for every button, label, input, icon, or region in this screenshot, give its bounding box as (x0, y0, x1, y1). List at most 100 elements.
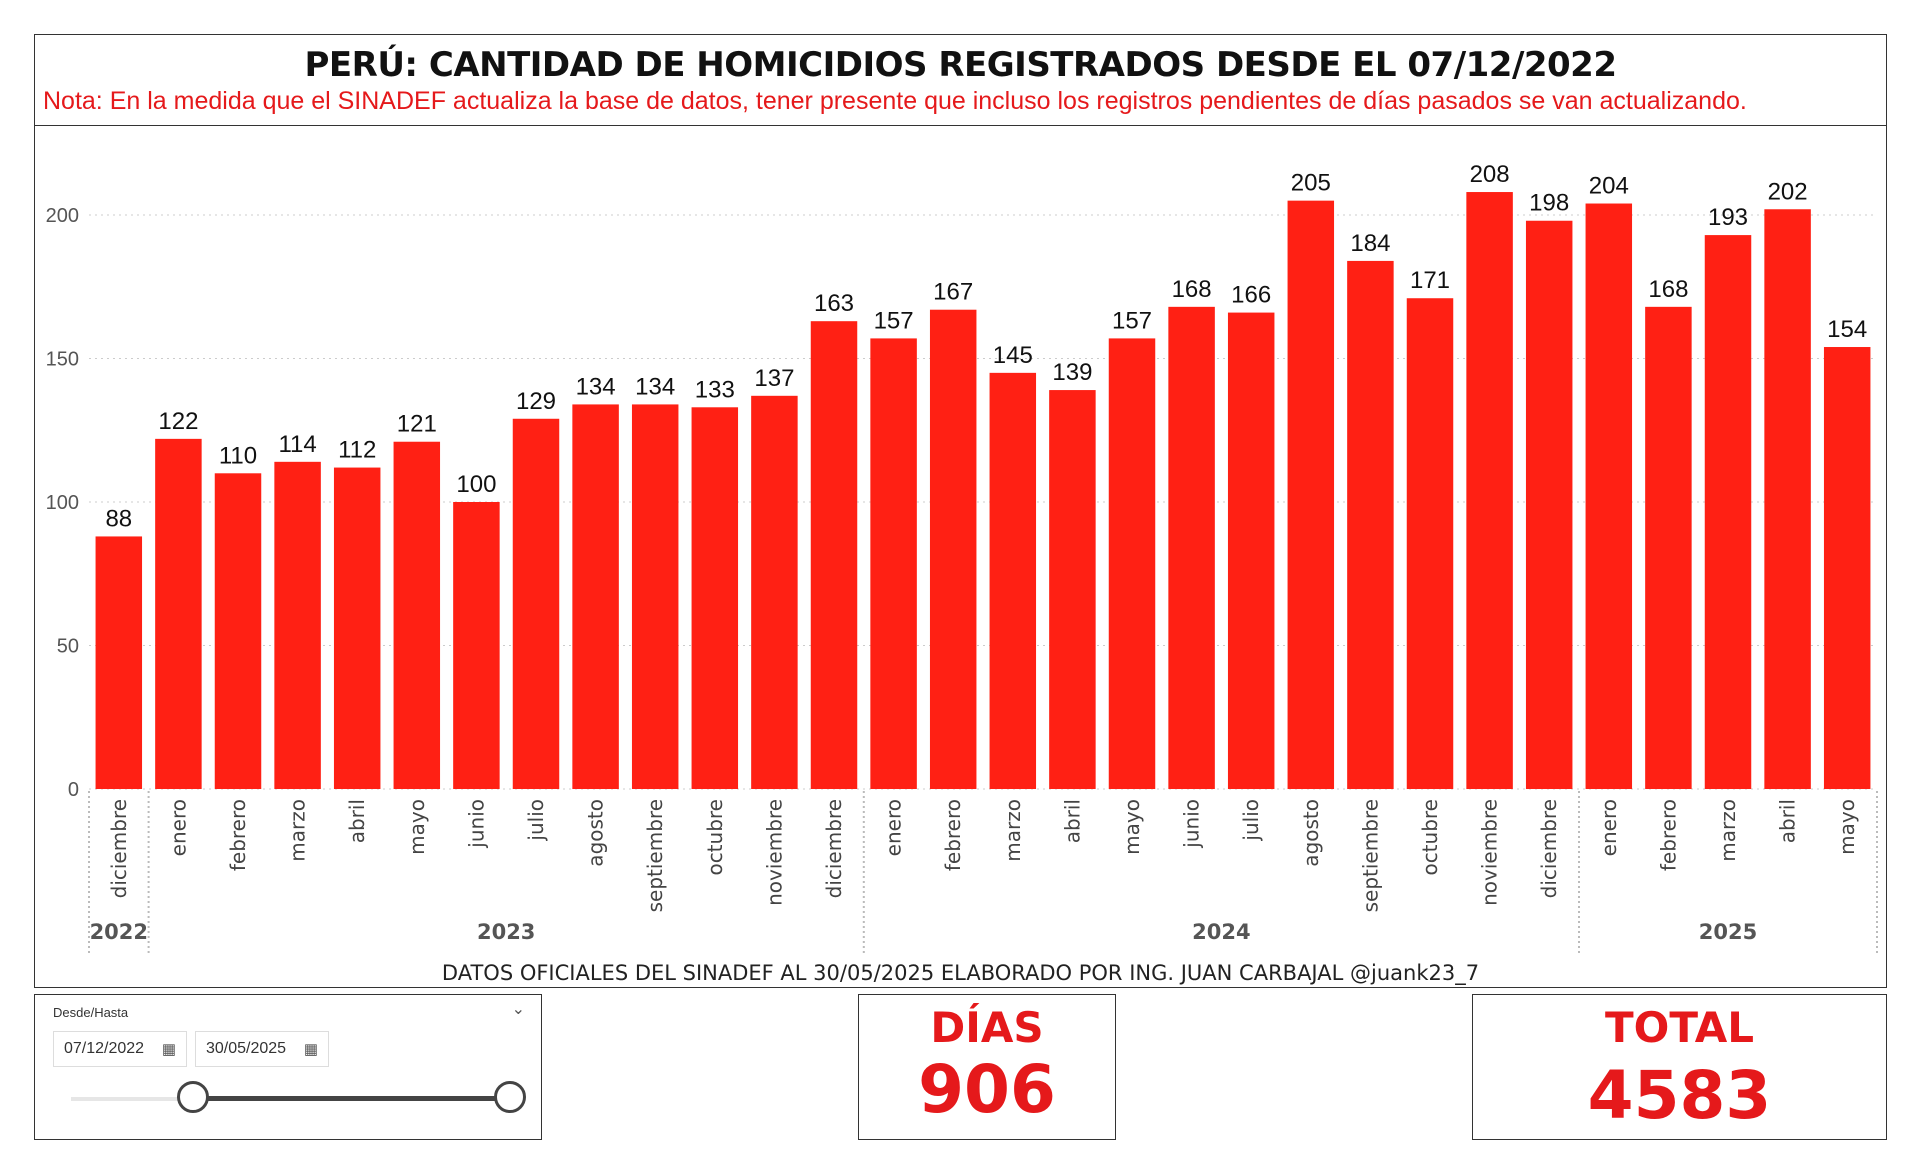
data-label: 112 (338, 437, 376, 464)
chart-title: PERÚ: CANTIDAD DE HOMICIDIOS REGISTRADOS… (304, 45, 1618, 85)
source-footer: DATOS OFICIALES DEL SINADEF AL 30/05/202… (441, 961, 1480, 985)
x-tick-label: octubre (1418, 799, 1442, 876)
bar (1466, 192, 1513, 790)
x-tick-label: diciembre (822, 799, 846, 898)
data-label: 168 (1172, 276, 1212, 303)
calendar-icon[interactable]: ▦ (161, 1041, 176, 1058)
slicer-title: Desde/Hasta (53, 1005, 129, 1020)
x-tick-label: febrero (1656, 799, 1680, 871)
bar (989, 372, 1037, 789)
data-label: 184 (1350, 230, 1390, 257)
bar (1585, 203, 1633, 789)
data-label: 167 (933, 279, 973, 306)
bar (572, 404, 619, 789)
x-tick-label: agosto (1299, 799, 1323, 867)
bar (512, 418, 560, 789)
bar (453, 502, 500, 789)
date-to-value: 30/05/2025 (206, 1040, 287, 1057)
bar (1406, 298, 1454, 789)
bar (214, 473, 262, 789)
data-label: 129 (516, 388, 556, 415)
data-label: 168 (1648, 276, 1688, 303)
slider-track-active[interactable] (193, 1096, 510, 1101)
x-tick-label: diciembre (107, 799, 131, 898)
data-label: 121 (397, 411, 437, 438)
chevron-down-icon[interactable]: ⌄ (511, 1001, 525, 1018)
year-label: 2023 (477, 920, 535, 944)
x-tick-label: enero (882, 799, 906, 856)
data-label: 202 (1768, 178, 1808, 205)
bar (1764, 209, 1811, 789)
data-label: 198 (1529, 190, 1569, 217)
year-label: 2024 (1192, 920, 1250, 944)
bar (1227, 312, 1275, 789)
data-label: 166 (1231, 282, 1271, 309)
x-tick-label: abril (1776, 799, 1800, 843)
x-tick-label: junio (464, 799, 488, 849)
bar (810, 321, 858, 789)
bar (95, 536, 143, 789)
x-tick-label: noviembre (762, 799, 786, 906)
total-card: TOTAL 4583 (1472, 994, 1887, 1140)
slider-handle-end[interactable] (494, 1081, 526, 1113)
x-tick-label: julio (1239, 799, 1263, 842)
data-label: 171 (1410, 267, 1450, 294)
date-from-input[interactable]: 07/12/2022 ▦ (53, 1031, 187, 1067)
bar (870, 338, 917, 789)
chart-panel: PERÚ: CANTIDAD DE HOMICIDIOS REGISTRADOS… (34, 34, 1887, 988)
x-tick-label: mayo (1835, 799, 1859, 855)
bar (1704, 235, 1752, 790)
data-label: 122 (158, 408, 198, 435)
data-label: 154 (1827, 316, 1867, 343)
x-tick-label: mayo (1120, 799, 1144, 855)
y-tick-label: 100 (46, 492, 79, 514)
x-tick-label: agosto (584, 799, 608, 867)
bar (1049, 390, 1096, 789)
data-label: 145 (993, 342, 1033, 369)
x-tick-label: noviembre (1478, 799, 1502, 906)
x-tick-label: abril (345, 799, 369, 843)
data-label: 100 (456, 471, 496, 498)
data-label: 133 (695, 376, 735, 403)
bar (1525, 220, 1573, 790)
data-label: 193 (1708, 204, 1748, 231)
bar (1287, 200, 1335, 789)
bar-chart: 0 50 100 150 200 88 diciembre 122 enero 110 febrer… (46, 161, 1878, 955)
x-tick-label: marzo (286, 799, 310, 862)
data-label: 163 (814, 290, 854, 317)
bar (929, 309, 977, 789)
bar (274, 461, 321, 789)
data-label: 88 (105, 505, 132, 532)
bar (1645, 306, 1692, 789)
x-tick-label: enero (1597, 799, 1621, 856)
calendar-icon[interactable]: ▦ (303, 1041, 318, 1058)
y-tick-label: 0 (68, 779, 79, 801)
x-tick-label: mayo (405, 799, 429, 855)
title-divider (35, 125, 1886, 126)
data-label: 139 (1052, 359, 1092, 386)
y-tick-label: 150 (46, 349, 79, 371)
chart-note: Nota: En la medida que el SINADEF actual… (43, 87, 1747, 115)
data-label: 157 (1112, 307, 1152, 334)
bar (393, 441, 441, 789)
data-label: 114 (278, 431, 316, 458)
slider-handle-start[interactable] (177, 1081, 209, 1113)
data-label: 205 (1291, 170, 1331, 197)
total-value: 4583 (1587, 1057, 1772, 1134)
date-range-slicer[interactable]: Desde/Hasta ⌄ 07/12/2022 ▦ 30/05/2025 ▦ (34, 994, 542, 1140)
x-tick-label: octubre (703, 799, 727, 876)
x-tick-label: diciembre (1537, 799, 1561, 898)
data-label: 134 (576, 373, 616, 400)
data-label: 110 (219, 442, 257, 469)
data-label: 157 (874, 307, 914, 334)
x-tick-label: septiembre (643, 799, 667, 912)
x-tick-label: septiembre (1358, 799, 1382, 912)
date-from-value: 07/12/2022 (64, 1040, 145, 1057)
year-label: 2025 (1699, 920, 1757, 944)
bar (691, 407, 739, 789)
x-tick-label: abril (1060, 799, 1084, 843)
data-label: 134 (635, 373, 675, 400)
date-to-input[interactable]: 30/05/2025 ▦ (195, 1031, 329, 1067)
y-tick-label: 200 (46, 205, 79, 227)
x-tick-label: marzo (1001, 799, 1025, 862)
